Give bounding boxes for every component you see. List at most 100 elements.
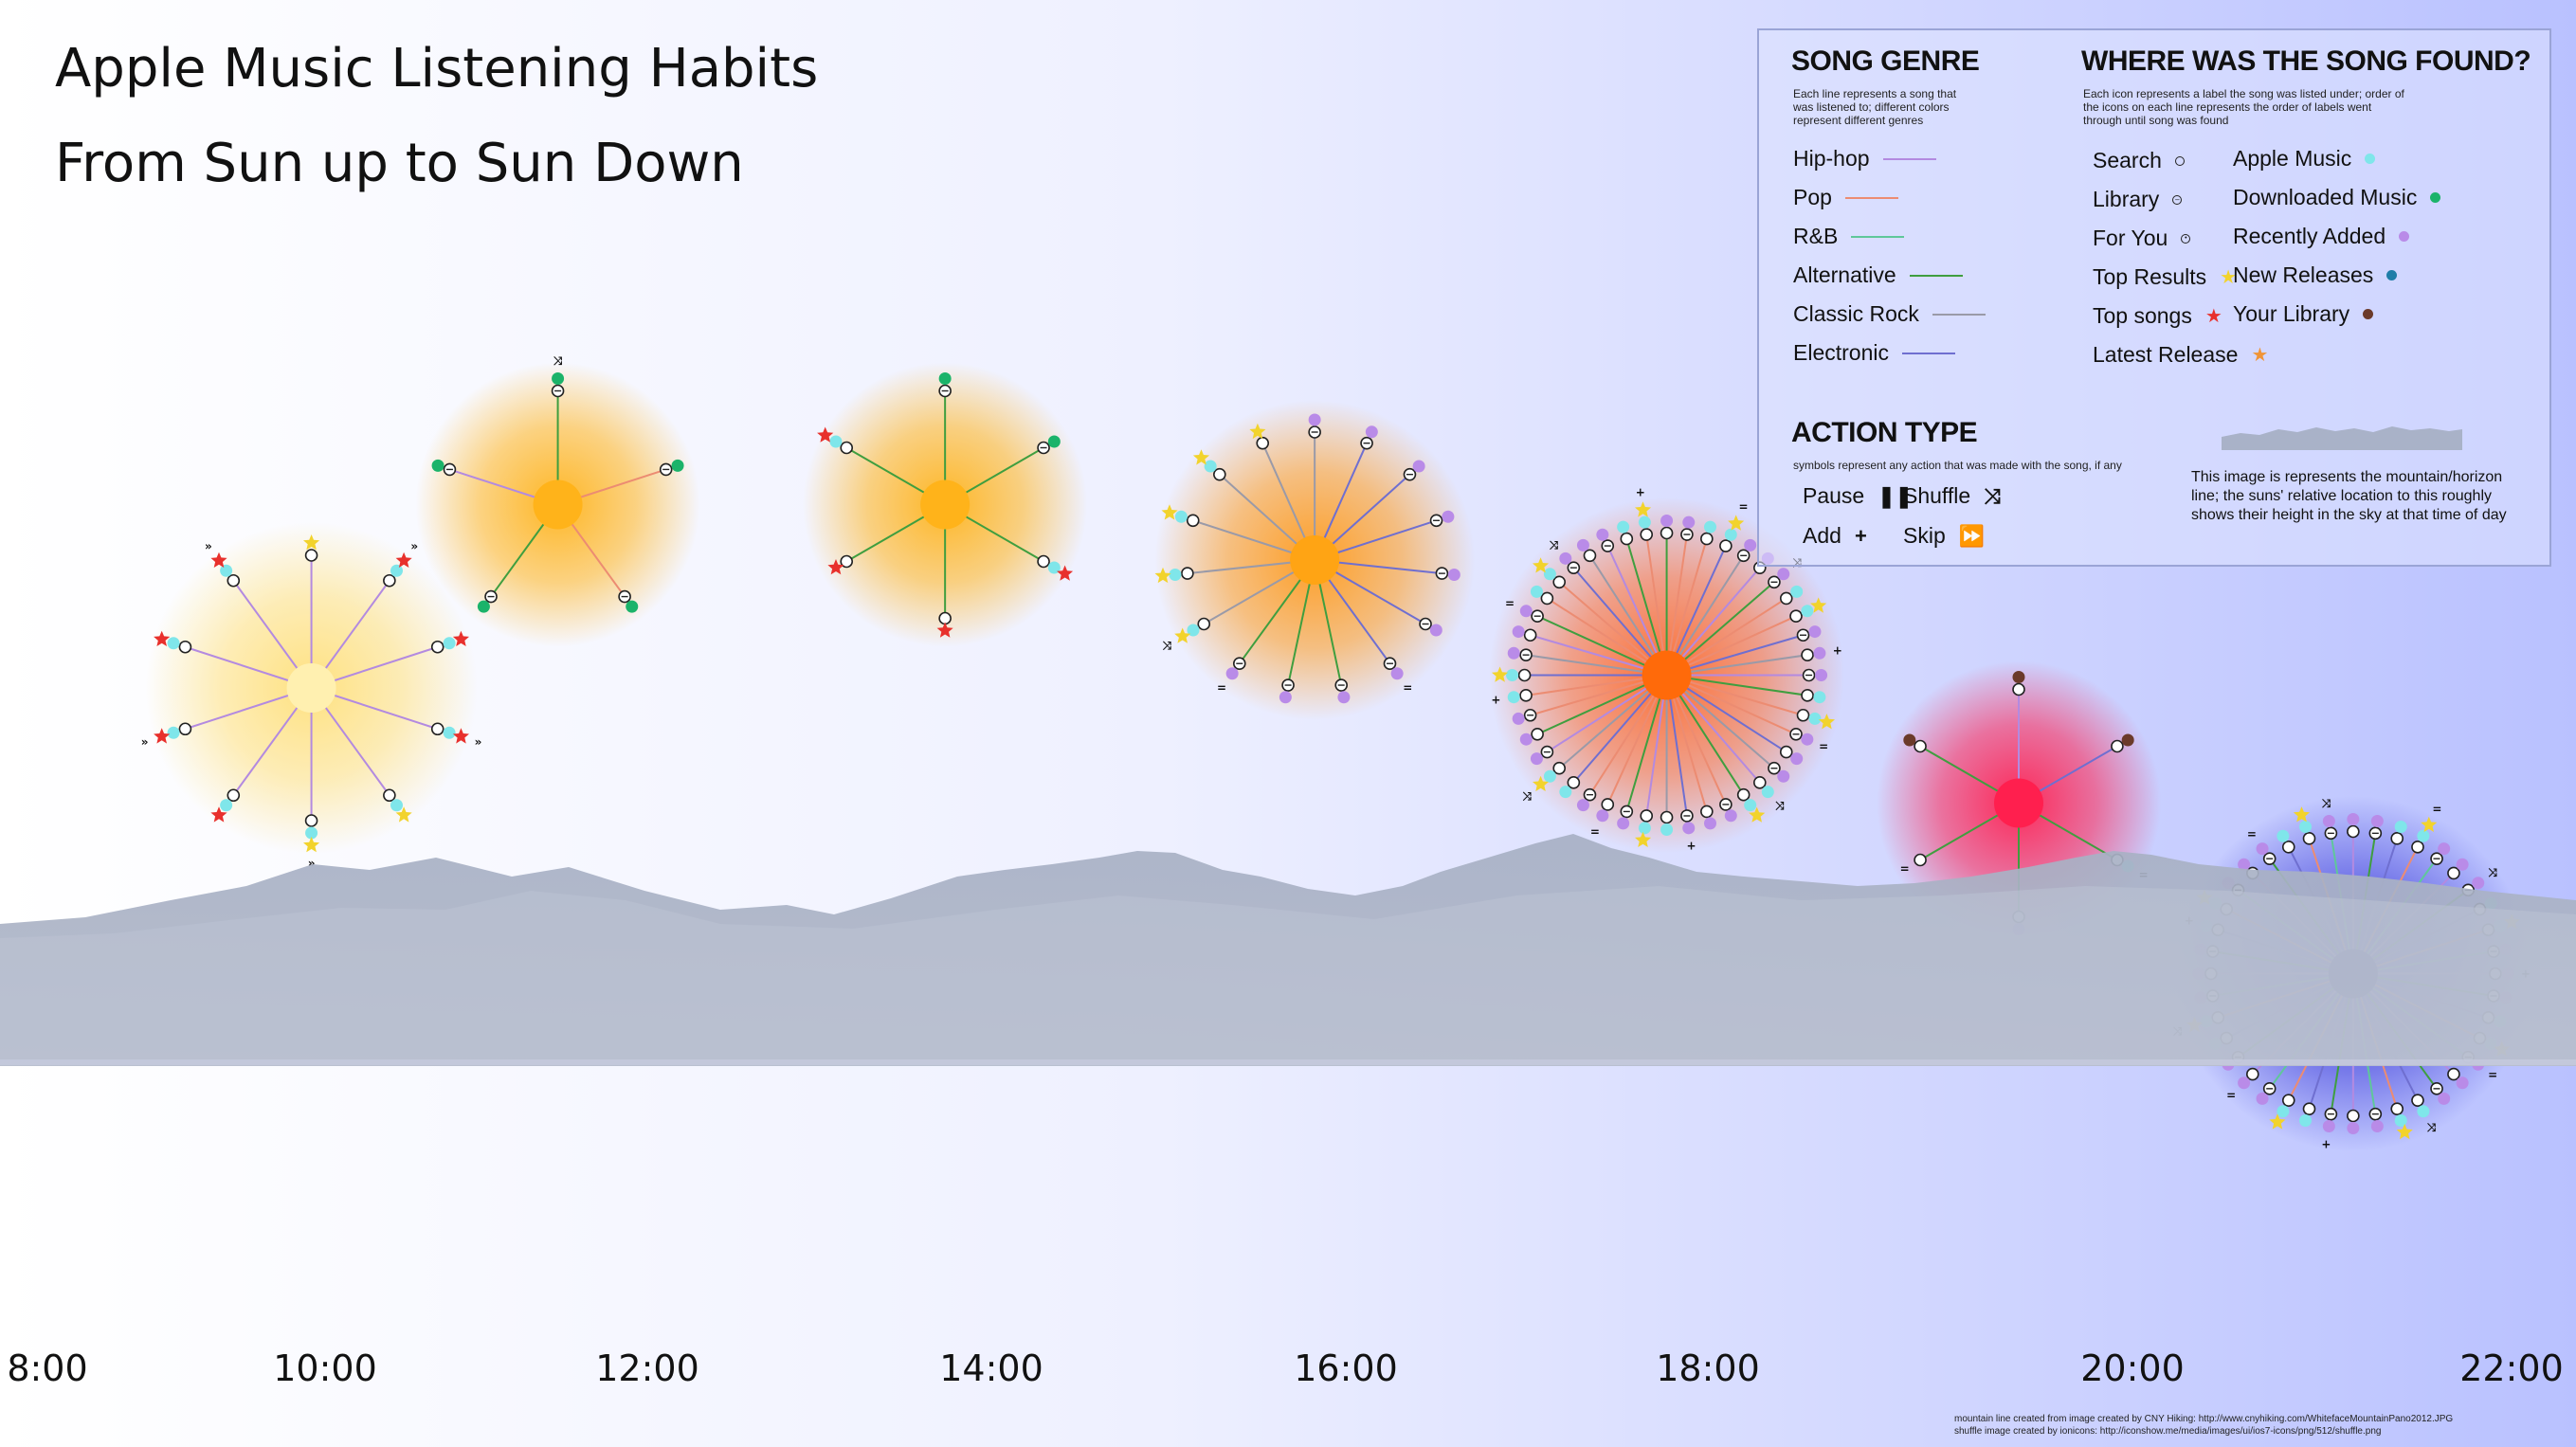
classic-rock-swatch [1932, 313, 1986, 316]
dot-marker [220, 564, 233, 577]
star-marker [154, 630, 171, 646]
action-legend-heading: ACTION TYPE [1791, 417, 1978, 448]
dot-marker [1507, 691, 1520, 704]
dot-marker [2298, 820, 2312, 833]
dot-marker [1559, 786, 1572, 799]
dot-marker [2456, 1076, 2469, 1090]
circle-marker [227, 573, 241, 588]
circle-marker [227, 788, 241, 803]
star-marker [303, 534, 320, 551]
dot-marker [1724, 809, 1737, 823]
dot-marker [1617, 520, 1630, 534]
dot-marker [1790, 585, 1804, 598]
circle-marker [1620, 532, 1634, 546]
dot-marker [1682, 515, 1696, 529]
star-marker [210, 806, 227, 823]
legend-genre-classic-rock: Classic Rock [1793, 301, 1986, 327]
circle-marker [1601, 798, 1615, 811]
circle-marker [1517, 668, 1532, 682]
dot-marker [1703, 817, 1716, 830]
circle-marker [1789, 609, 1803, 623]
action-mark: » [475, 735, 482, 749]
dot-marker [1801, 733, 1814, 746]
circle-marker [2245, 1067, 2259, 1081]
star-marker [303, 837, 320, 853]
dot-icon [2365, 154, 2376, 164]
action-mark: ⤨ [1550, 538, 1560, 552]
dot-marker [2347, 813, 2360, 825]
circle-marker [2390, 832, 2404, 845]
x-tick-label: 14:00 [939, 1348, 1043, 1389]
x-tick-label: 22:00 [2459, 1348, 2564, 1389]
action-mark: = [1217, 681, 1226, 695]
dot-marker [1682, 822, 1696, 835]
mountain-thumbnail [2222, 426, 2462, 450]
circle-marker [2281, 841, 2295, 854]
dot-icon [2386, 270, 2398, 280]
action-mark: = [2226, 1089, 2236, 1102]
dot-marker [2256, 842, 2269, 856]
dot-marker [1596, 809, 1609, 823]
dot-marker [390, 564, 404, 577]
dot-marker [2438, 842, 2451, 856]
circle-marker [304, 814, 318, 827]
circle-marker [1640, 809, 1654, 823]
x-tick-label: 12:00 [595, 1348, 699, 1389]
dot-marker [1761, 786, 1774, 799]
mountain-back-ridge [0, 886, 2576, 1066]
dot-marker [1777, 769, 1790, 783]
dot-marker [2417, 829, 2430, 842]
star-icon: ★ [2204, 305, 2222, 327]
circle-marker [1540, 591, 1554, 606]
action-mark: » [410, 539, 418, 552]
star-marker [1635, 501, 1652, 517]
dot-marker [2472, 877, 2485, 890]
dot-marker [1638, 515, 1651, 529]
dot-marker [829, 435, 843, 448]
legend-action-add: Add + [1803, 523, 1867, 548]
star-marker [1174, 627, 1191, 643]
circle-marker [2347, 824, 2360, 839]
dot-marker [1559, 552, 1572, 565]
legend-found-top-songs: Top songs ★ [2093, 303, 2222, 328]
dot-marker [390, 799, 404, 812]
dot-marker [1903, 733, 1916, 747]
dot-marker [938, 372, 952, 385]
star-marker [1057, 565, 1074, 581]
dot-marker [1813, 691, 1826, 704]
x-tick-label: 20:00 [2080, 1348, 2185, 1389]
action-mark: = [1900, 862, 1910, 876]
action-mark: ⤨ [553, 354, 564, 368]
circle-marker [1914, 739, 1927, 753]
action-mark: ⤨ [2488, 866, 2498, 879]
circle-marker [1567, 776, 1581, 789]
circle-marker [2302, 832, 2316, 845]
action-mark: + [1491, 693, 1500, 706]
circle-marker [430, 722, 444, 736]
x-tick-label: 18:00 [1656, 1348, 1760, 1389]
dot-marker [1808, 625, 1822, 639]
dot-icon [2363, 309, 2374, 319]
circle-dot-icon: • [2181, 233, 2191, 244]
dot-marker [1815, 669, 1828, 681]
dot-marker [1813, 646, 1826, 660]
legend-action-shuffle: Shuffle ⤨ [1903, 483, 2001, 508]
star-marker [395, 552, 412, 568]
dot-marker [2394, 820, 2407, 833]
circle-marker [2447, 1067, 2460, 1081]
circle-marker [304, 549, 318, 562]
found-legend-heading: WHERE WAS THE SONG FOUND? [2081, 45, 2531, 77]
suns-layer: »»»»»⤨==⤨=⤨+=⤨+=⤨+=⤨+===⤨+=⤨+=⤨+=⤨ [141, 354, 2531, 1151]
circle-marker [1914, 853, 1927, 867]
legend-genre-hiphop: Hip-hop [1793, 146, 1936, 172]
circle-marker [1796, 708, 1810, 722]
star-marker [1728, 515, 1745, 531]
dot-marker [1660, 823, 1674, 836]
action-mark: = [1819, 740, 1828, 753]
circle-marker [1700, 532, 1714, 546]
circle-marker [1552, 761, 1567, 775]
action-mark: » [141, 735, 149, 749]
x-tick-label: 8:00 [7, 1348, 88, 1389]
circle-marker [1801, 689, 1814, 702]
sun-core [533, 479, 583, 530]
